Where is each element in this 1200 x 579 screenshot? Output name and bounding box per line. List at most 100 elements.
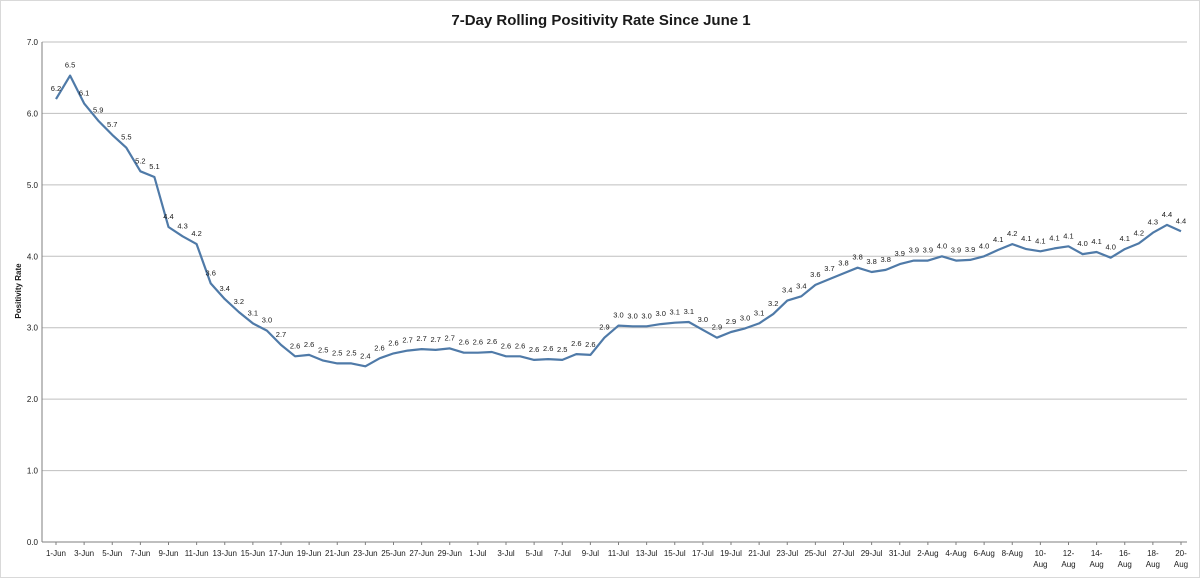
series-line-group	[55, 74, 1182, 368]
data-label: 2.6	[290, 341, 300, 350]
data-label: 3.2	[768, 299, 778, 308]
data-label: 3.8	[838, 258, 848, 267]
y-tick-label: 1.0	[27, 467, 39, 476]
data-label: 2.5	[332, 348, 342, 357]
data-label: 3.9	[923, 246, 933, 255]
data-label: 3.8	[852, 253, 862, 262]
data-label: 3.6	[205, 268, 215, 277]
data-label: 3.0	[262, 316, 272, 325]
data-label: 3.6	[810, 270, 820, 279]
data-label: 2.7	[445, 333, 455, 342]
data-label: 5.7	[107, 120, 117, 129]
chart-title: 7-Day Rolling Positivity Rate Since June…	[451, 12, 750, 29]
data-label: 5.5	[121, 133, 131, 142]
x-tick-label: 13-Jun	[213, 549, 237, 558]
data-label: 6.2	[51, 84, 61, 93]
data-label: 2.9	[599, 323, 609, 332]
data-label: 2.6	[459, 338, 469, 347]
data-label: 4.1	[1091, 237, 1101, 246]
data-label: 4.2	[1134, 228, 1144, 237]
y-tick-label: 3.0	[27, 324, 39, 333]
x-tick-label: 13-Jul	[636, 549, 658, 558]
data-label: 3.9	[951, 246, 961, 255]
data-label: 4.1	[1021, 234, 1031, 243]
x-tick-label: 9-Jul	[582, 549, 600, 558]
x-tick-label: 14-Aug	[1090, 549, 1104, 569]
x-tick-label: 29-Jul	[861, 549, 883, 558]
x-tick-label: 11-Jul	[608, 549, 629, 558]
data-label: 3.0	[627, 311, 637, 320]
data-label: 3.9	[909, 246, 919, 255]
x-tick-label: 11-Jun	[185, 549, 209, 558]
x-tick-labels: 1-Jun 3-Jun 5-Jun 7-Jun 9-Jun 11-Jun 13-Jun 15-…	[46, 549, 1188, 569]
data-labels: 6.2 6.5 6.1 5.9 5.7 5.5 5.2 5.1 4.4 4.3 4.2 3.6 3.4 3…	[51, 61, 1186, 361]
x-tick-label: 16-Aug	[1118, 549, 1132, 569]
data-label: 3.0	[641, 311, 651, 320]
data-label: 2.9	[712, 323, 722, 332]
data-label: 3.4	[782, 286, 792, 295]
data-label: 2.6	[515, 341, 525, 350]
data-label: 2.4	[360, 351, 370, 360]
x-tick-label: 1-Jul	[469, 549, 487, 558]
data-label: 3.4	[220, 284, 230, 293]
data-label: 4.0	[937, 241, 947, 250]
x-tick-label: 4-Aug	[945, 549, 966, 558]
x-tick-label: 27-Jun	[409, 549, 433, 558]
x-tick-label: 9-Jun	[158, 549, 178, 558]
data-label: 2.5	[346, 348, 356, 357]
x-tick-label: 7-Jun	[130, 549, 150, 558]
x-tick-label: 19-Jul	[720, 549, 742, 558]
data-label: 3.1	[248, 308, 258, 317]
series-line	[55, 74, 1182, 368]
x-tick-label: 3-Jul	[497, 549, 515, 558]
x-tick-label: 23-Jul	[776, 549, 798, 558]
data-label: 4.0	[979, 241, 989, 250]
data-label: 4.1	[1063, 231, 1073, 240]
data-label: 2.7	[416, 334, 426, 343]
data-label: 2.6	[388, 338, 398, 347]
x-tick-label: 15-Jun	[241, 549, 265, 558]
data-label: 4.1	[1035, 236, 1045, 245]
x-tick-label: 3-Jun	[74, 549, 94, 558]
y-tick-label: 6.0	[27, 109, 39, 118]
data-label: 4.1	[993, 235, 1003, 244]
y-tick-label: 5.0	[27, 181, 39, 190]
x-tick-label: 7-Jul	[554, 549, 572, 558]
data-label: 3.2	[234, 297, 244, 306]
x-tick-label: 5-Jun	[102, 549, 122, 558]
data-label: 3.0	[698, 315, 708, 324]
y-tick-label: 2.0	[27, 395, 39, 404]
x-tick-label: 5-Jul	[525, 549, 543, 558]
data-label: 3.8	[880, 255, 890, 264]
x-tick-label: 8-Aug	[1002, 549, 1023, 558]
x-tick-label: 18-Aug	[1146, 549, 1160, 569]
gridlines	[42, 41, 1187, 543]
data-label: 2.5	[318, 346, 328, 355]
data-label: 4.1	[1049, 233, 1059, 242]
x-tick-label: 21-Jun	[325, 549, 349, 558]
data-label: 4.0	[1105, 243, 1115, 252]
data-label: 2.6	[487, 337, 497, 346]
x-tick-label: 6-Aug	[973, 549, 994, 558]
data-label: 2.7	[430, 335, 440, 344]
y-tick-label: 7.0	[27, 38, 39, 47]
data-label: 2.6	[374, 343, 384, 352]
data-label: 3.0	[655, 309, 665, 318]
data-label: 3.0	[613, 311, 623, 320]
x-tick-label: 27-Jul	[833, 549, 855, 558]
data-label: 4.4	[1176, 216, 1186, 225]
data-label: 2.7	[402, 336, 412, 345]
data-label: 2.7	[276, 330, 286, 339]
y-axis-label: Positivity Rate	[14, 263, 23, 319]
data-label: 4.4	[1162, 210, 1172, 219]
data-label: 2.9	[726, 317, 736, 326]
data-label: 2.6	[304, 340, 314, 349]
y-tick-label: 0.0	[27, 538, 39, 547]
data-label: 3.1	[670, 308, 680, 317]
data-label: 4.2	[1007, 229, 1017, 238]
x-tick-label: 17-Jun	[269, 549, 293, 558]
data-label: 3.7	[824, 264, 834, 273]
x-tick-label: 31-Jul	[889, 549, 911, 558]
